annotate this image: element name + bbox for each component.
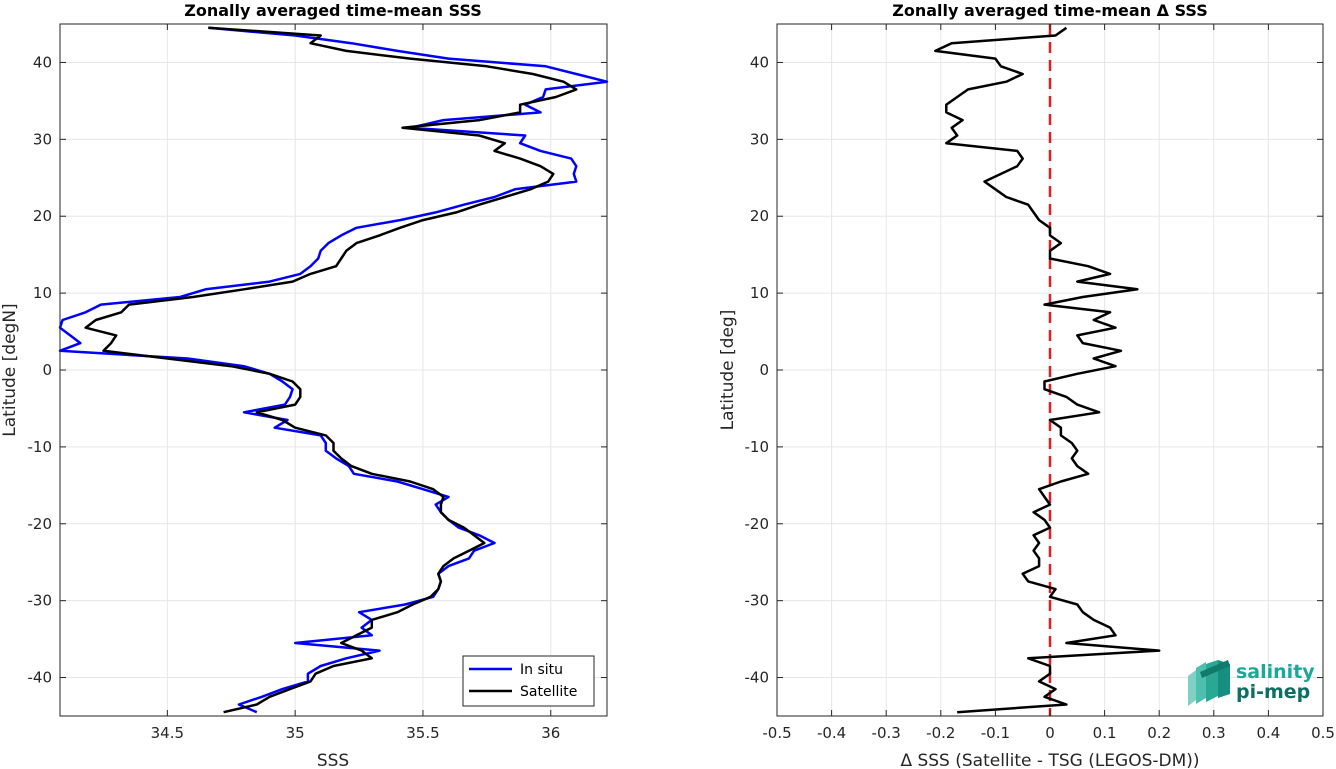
logo-text-pi-mep: pi-mep [1236,681,1310,703]
sss-y-tick-label: 0 [42,361,52,379]
delta-x-tick-label: -0.2 [926,724,955,742]
delta-y-tick-label: -30 [745,592,770,610]
legend-label-in-situ: In situ [520,662,563,678]
sss-chart-title: Zonally averaged time-mean SSS [184,1,482,20]
legend-label-satellite: Satellite [520,684,577,700]
sss-y-tick-label: -10 [28,438,53,456]
delta-x-tick-label: 0.1 [1093,724,1117,742]
sss-y-tick-label: 40 [33,53,52,71]
delta-y-tick-label: 0 [759,361,769,379]
delta-y-tick-label: 20 [750,207,769,225]
legend: In situ Satellite [462,655,595,707]
delta-x-tick-label: 0.3 [1202,724,1226,742]
delta-x-tick-label: -0.5 [762,724,791,742]
delta-y-tick-label: -20 [745,515,770,533]
sss-series-line-satellite [84,26,578,714]
delta-y-tick-label: -40 [745,669,770,687]
delta-x-tick-label: -0.1 [981,724,1010,742]
delta-y-tick-label: -10 [745,438,770,456]
delta-x-tick-label: 0.5 [1311,724,1335,742]
delta-x-tick-label: 0.4 [1256,724,1280,742]
sss-x-axis-label: SSS [317,751,349,769]
sss-y-tick-label: 30 [33,130,52,148]
delta-sss-panel: -0.5 -0.4 -0.3 -0.2 -0.1 0 0.1 0.2 0.3 0.4 0.5 -40 -… [718,1,1335,769]
delta-series-line-delta [934,26,1161,714]
sss-y-tick-label: 20 [33,207,52,225]
delta-x-tick-label: 0.2 [1147,724,1171,742]
delta-x-tick-label: 0 [1045,724,1055,742]
sss-x-tick-label: 36 [541,724,560,742]
delta-chart-title: Zonally averaged time-mean Δ SSS [892,1,1208,20]
sss-y-axis-label: Latitude [degN] [0,303,20,436]
logo-text-salinity: salinity [1236,661,1315,683]
delta-x-axis-label: Δ SSS (Satellite - TSG (LEGOS-DM)) [900,751,1199,769]
sss-y-tick-label: -40 [28,669,53,687]
delta-y-tick-label: 30 [750,130,769,148]
delta-y-axis-label: Latitude [deg] [718,310,738,431]
salinity-pi-mep-logo: salinity pi-mep [1188,660,1315,706]
sss-y-tick-label: 10 [33,284,52,302]
sss-panel: 34.5 35 35.5 36 -40 -30 -20 -10 0 10 20 30 40 Zonall… [0,1,609,769]
sss-y-tick-label: -20 [28,515,53,533]
delta-y-tick-label: 10 [750,284,769,302]
legend-box [462,655,595,707]
sss-x-tick-label: 35 [286,724,305,742]
sss-x-tick-label: 35.5 [406,724,439,742]
sss-y-tick-label: -30 [28,592,53,610]
delta-y-tick-label: 40 [750,53,769,71]
sss-x-tick-label: 34.5 [151,724,184,742]
delta-x-tick-label: -0.3 [872,724,901,742]
logo-mark-icon [1188,660,1230,706]
delta-x-tick-label: -0.4 [817,724,846,742]
